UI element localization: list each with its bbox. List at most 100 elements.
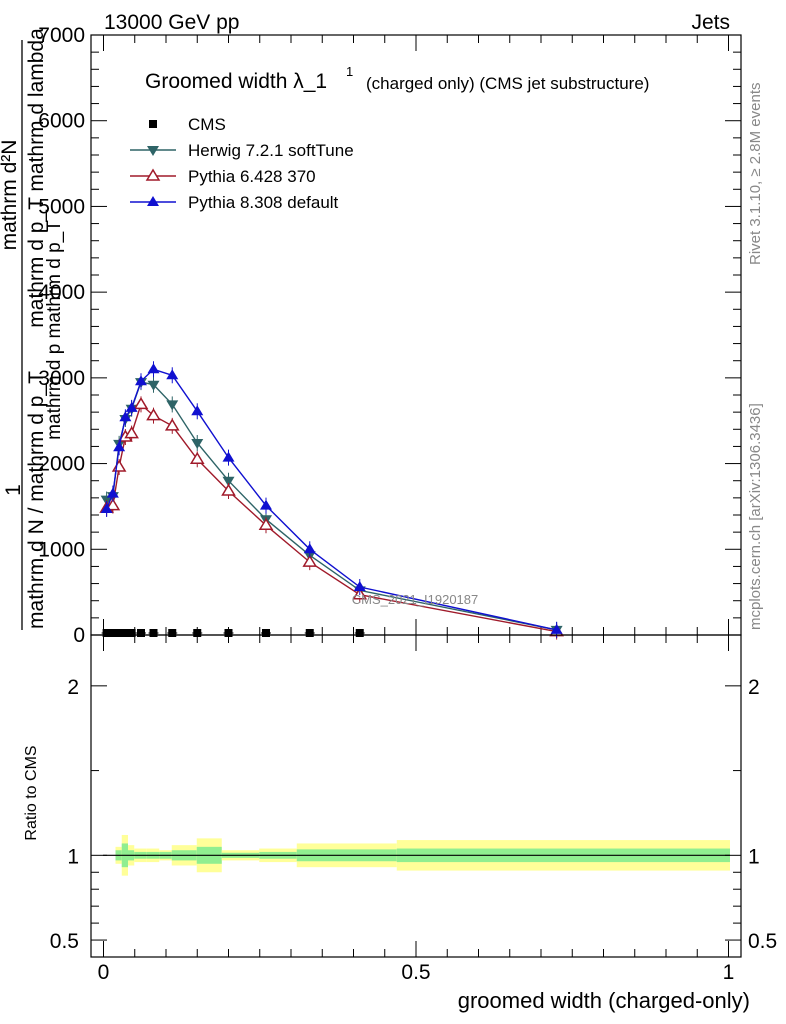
legend: CMS Herwig 7.2.1 softTune Pythia 6.428 370… bbox=[130, 115, 354, 212]
series-point bbox=[100, 503, 113, 513]
main-ticks: 0 1000 2000 3000 4000 5000 6000 7000 bbox=[38, 24, 741, 647]
legend-label: CMS bbox=[188, 115, 226, 134]
cms-point bbox=[149, 629, 158, 637]
ratio-frame bbox=[90, 634, 742, 958]
ylabel-numerator-line1: mathrm d²N bbox=[0, 140, 21, 251]
y-tick-label: 2000 bbox=[38, 453, 85, 476]
legend-item: Pythia 6.428 370 bbox=[130, 167, 316, 186]
cms-points bbox=[101, 629, 365, 637]
x-tick-label: 0.5 bbox=[401, 961, 430, 984]
header-right: Jets bbox=[691, 11, 730, 34]
series-point bbox=[258, 517, 274, 531]
legend-label: Pythia 8.308 default bbox=[188, 193, 339, 212]
ylabel-one: 1 bbox=[2, 484, 25, 496]
series-point bbox=[106, 487, 119, 498]
legend-label: Pythia 6.428 370 bbox=[188, 167, 316, 186]
ratio-ylabel: Ratio to CMS bbox=[23, 745, 40, 840]
series-point bbox=[111, 459, 127, 472]
series-point bbox=[166, 369, 179, 380]
legend-item: Pythia 8.308 default bbox=[130, 193, 339, 212]
cms-point bbox=[224, 629, 233, 637]
x-tick-label: 0 bbox=[98, 961, 110, 984]
series-point bbox=[125, 401, 138, 412]
cms-point bbox=[355, 629, 364, 637]
legend-marker bbox=[147, 196, 159, 206]
main-series bbox=[99, 361, 564, 640]
ratio-tick-label-right: 2 bbox=[748, 676, 760, 699]
x-axis-label: groomed width (charged-only) bbox=[458, 988, 750, 1013]
series-point bbox=[124, 426, 139, 439]
ratio-ticks: 0.5 0.5 1 1 2 2 0 0.5 1 bbox=[50, 635, 777, 984]
chart-title: Groomed width λ_1 bbox=[145, 70, 327, 93]
header-left: 13000 GeV pp bbox=[104, 11, 239, 34]
ratio-tick-label: 2 bbox=[67, 676, 79, 699]
y-tick-label: 0 bbox=[73, 624, 85, 647]
ylabel-numerator-line2: mathrm d p_T mathrm d lambda bbox=[25, 28, 48, 328]
series-point bbox=[191, 439, 204, 449]
series-point bbox=[146, 408, 161, 421]
cms-point bbox=[115, 629, 124, 637]
y-tick-label: 5000 bbox=[38, 195, 85, 218]
series-point bbox=[166, 400, 179, 411]
series-point bbox=[147, 363, 160, 374]
chart-title-suffix: (charged only) (CMS jet substructure) bbox=[366, 74, 649, 93]
series-line bbox=[105, 368, 557, 631]
x-tick-label: 1 bbox=[723, 961, 735, 984]
series-line bbox=[106, 381, 557, 631]
ylabel-denominator-sub: mathrm d p mathrm d p_T bbox=[44, 220, 65, 440]
chart-title-main: Groomed width bbox=[145, 70, 287, 93]
cms-point bbox=[108, 629, 117, 637]
cms-point bbox=[262, 629, 270, 637]
y-tick-label: 6000 bbox=[38, 110, 85, 133]
legend-marker bbox=[147, 146, 159, 156]
series-point bbox=[303, 543, 316, 554]
series-point bbox=[550, 623, 563, 634]
main-panel: 0 1000 2000 3000 4000 5000 6000 7000 CMS_2021_I… bbox=[38, 24, 742, 647]
cms-point bbox=[127, 629, 136, 637]
series-point bbox=[221, 483, 236, 496]
series-point bbox=[191, 405, 204, 416]
series-0 bbox=[100, 374, 563, 638]
series-point bbox=[302, 554, 318, 567]
ratio-tick-label: 1 bbox=[67, 845, 79, 868]
ratio-tick-label-right: 0.5 bbox=[748, 930, 777, 953]
y-tick-label: 7000 bbox=[38, 24, 85, 47]
series-point bbox=[222, 451, 235, 462]
ylabel-denominator: mathrm d N / mathrm d p_T bbox=[25, 371, 48, 629]
series-point bbox=[113, 441, 126, 452]
cms-point bbox=[137, 629, 145, 637]
side-label-mcplots: mcplots.cern.ch [arXiv:1306.3436] bbox=[747, 403, 764, 630]
legend-item: CMS bbox=[149, 115, 226, 134]
series-point bbox=[189, 451, 205, 465]
legend-label: Herwig 7.2.1 softTune bbox=[188, 141, 354, 160]
y-tick-label: 1000 bbox=[38, 538, 85, 561]
side-label-rivet: Rivet 3.1.10, ≥ 2.8M events bbox=[747, 83, 764, 266]
series-point bbox=[133, 396, 149, 410]
series-point bbox=[164, 418, 180, 431]
y-tick-label: 3000 bbox=[38, 367, 85, 390]
legend-marker bbox=[145, 168, 161, 181]
cms-point bbox=[193, 629, 202, 637]
ratio-panel: 0.5 0.5 1 1 2 2 0 0.5 1 bbox=[50, 634, 777, 984]
y-axis-label: 1 mathrm d²N mathrm d p_T mathrm d lambd… bbox=[0, 28, 65, 630]
cms-point bbox=[102, 629, 111, 637]
series-point bbox=[119, 411, 132, 422]
series-2 bbox=[100, 361, 563, 638]
ratio-tick-label-right: 1 bbox=[748, 845, 760, 868]
series-1 bbox=[99, 396, 564, 640]
series-point bbox=[353, 581, 366, 591]
chart-title-symbol: λ_1 bbox=[293, 70, 327, 93]
legend-marker bbox=[149, 120, 157, 128]
ratio-tick-label: 0.5 bbox=[50, 930, 79, 953]
series-point bbox=[135, 375, 147, 386]
series-point bbox=[222, 476, 235, 487]
series-line bbox=[106, 403, 557, 633]
chart-title-sup: 1 bbox=[346, 64, 353, 79]
watermark: CMS_2021_I1920187 bbox=[352, 592, 479, 607]
cms-point bbox=[305, 629, 314, 637]
legend-item: Herwig 7.2.1 softTune bbox=[130, 141, 354, 160]
series-point bbox=[147, 380, 160, 391]
series-point bbox=[105, 498, 121, 511]
cms-point bbox=[168, 629, 177, 637]
